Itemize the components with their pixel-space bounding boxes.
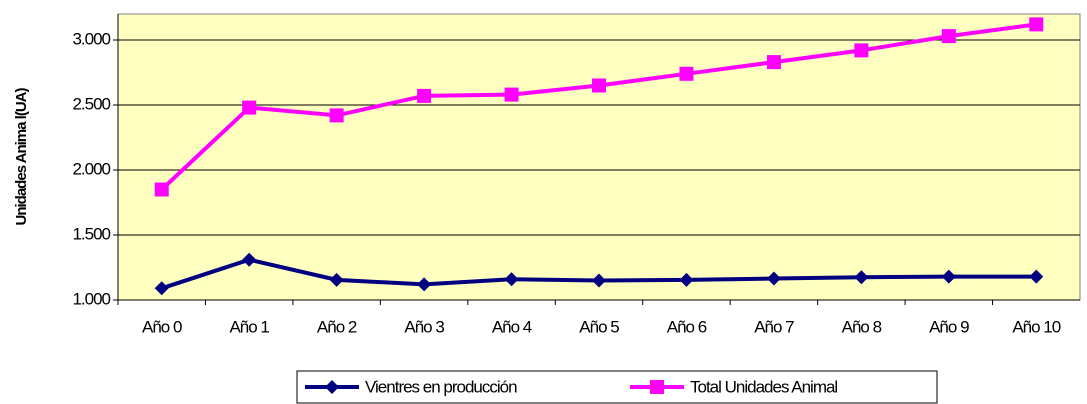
y-axis-title: Unidades Anima l(UA) bbox=[13, 88, 30, 226]
x-tick-label: Año 2 bbox=[317, 317, 357, 336]
x-tick-label: Año 1 bbox=[229, 317, 269, 336]
marker bbox=[417, 88, 432, 103]
legend bbox=[296, 370, 938, 404]
marker bbox=[154, 182, 169, 197]
marker bbox=[325, 380, 339, 394]
marker bbox=[329, 272, 344, 287]
marker bbox=[854, 270, 869, 285]
x-tick-label: Año 8 bbox=[842, 317, 882, 336]
plot-area bbox=[117, 13, 1081, 301]
y-tick-label: 1.500 bbox=[72, 224, 110, 243]
y-tick-label: 3.000 bbox=[72, 29, 110, 48]
x-tick-label: Año 9 bbox=[929, 317, 969, 336]
marker bbox=[1029, 269, 1044, 284]
x-tick-label: Año 6 bbox=[667, 317, 707, 336]
x-tick-label: Año 7 bbox=[754, 317, 794, 336]
marker bbox=[679, 272, 694, 287]
marker bbox=[1029, 17, 1044, 32]
marker bbox=[650, 380, 664, 394]
x-tick-label: Año 3 bbox=[404, 317, 444, 336]
marker bbox=[154, 281, 169, 296]
x-tick-label: Año 10 bbox=[1012, 317, 1060, 336]
y-tick-label: 2.500 bbox=[72, 94, 110, 113]
marker bbox=[854, 43, 869, 58]
x-tick-label: Año 0 bbox=[142, 317, 182, 336]
marker bbox=[242, 252, 257, 267]
marker bbox=[504, 272, 519, 287]
marker bbox=[242, 100, 257, 115]
x-tick-label: Año 5 bbox=[579, 317, 619, 336]
marker bbox=[592, 273, 606, 288]
x-tick-label: Año 4 bbox=[492, 317, 532, 336]
marker bbox=[766, 271, 781, 286]
marker bbox=[766, 55, 781, 70]
y-tick-label: 1.000 bbox=[72, 289, 110, 308]
marker bbox=[592, 78, 606, 93]
legend-label: Total Unidades Animal bbox=[690, 377, 837, 396]
y-tick-label: 2.000 bbox=[72, 159, 110, 178]
legend-label: Vientres en producción bbox=[365, 377, 517, 396]
marker bbox=[941, 269, 956, 284]
marker bbox=[941, 29, 956, 44]
marker bbox=[417, 277, 432, 292]
marker bbox=[329, 108, 344, 123]
marker bbox=[679, 66, 694, 81]
marker bbox=[504, 87, 519, 102]
